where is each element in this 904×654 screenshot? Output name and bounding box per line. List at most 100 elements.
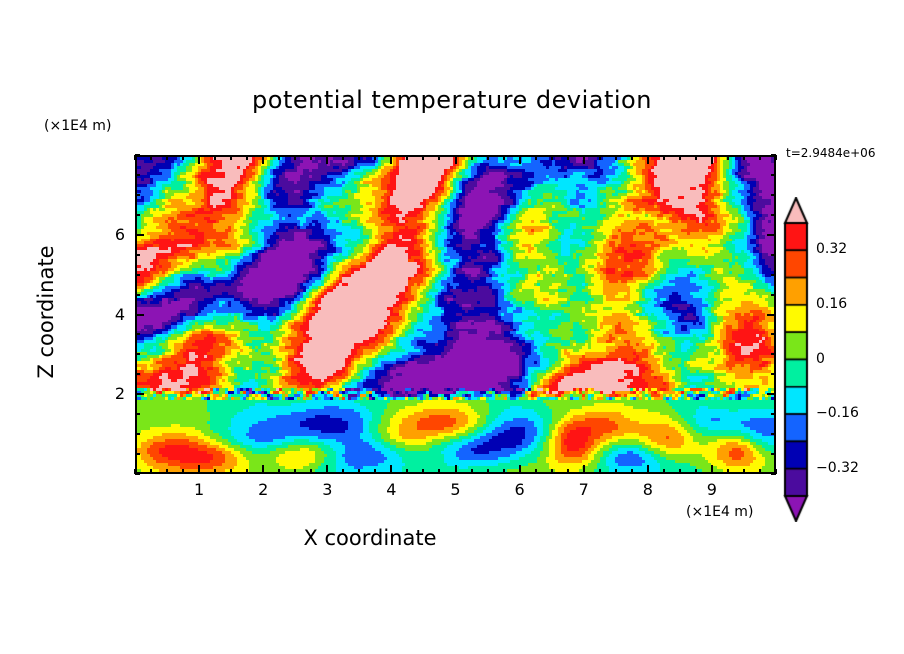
x-tick-top bbox=[230, 155, 233, 160]
x-tick-top bbox=[374, 155, 377, 160]
y-tick bbox=[135, 233, 144, 236]
x-tick bbox=[182, 469, 185, 474]
x-tick-top bbox=[534, 155, 537, 160]
y-tick-right bbox=[771, 473, 776, 475]
y-tick bbox=[135, 193, 140, 196]
x-tick bbox=[262, 465, 265, 474]
x-tick-label: 6 bbox=[514, 480, 525, 499]
x-tick bbox=[566, 469, 569, 474]
y-tick bbox=[135, 293, 140, 296]
x-tick-top bbox=[326, 155, 329, 164]
x-tick bbox=[150, 469, 153, 474]
x-tick-top bbox=[646, 155, 649, 164]
x-tick-top bbox=[726, 155, 729, 160]
x-axis-unit-label: (×1E4 m) bbox=[686, 504, 754, 520]
x-tick-top bbox=[150, 155, 153, 160]
x-tick-top bbox=[550, 155, 553, 160]
colorbar-tick-label: 0 bbox=[816, 350, 825, 367]
x-tick bbox=[134, 469, 136, 474]
x-tick bbox=[166, 469, 169, 474]
x-tick bbox=[374, 469, 377, 474]
x-tick-label: 1 bbox=[194, 480, 205, 499]
x-tick-top bbox=[310, 155, 313, 160]
y-tick-right bbox=[771, 453, 776, 456]
x-tick-top bbox=[758, 155, 761, 160]
x-tick-top bbox=[614, 155, 617, 160]
x-axis-title: X coordinate bbox=[303, 526, 437, 550]
page-title: potential temperature deviation bbox=[252, 86, 652, 114]
y-tick bbox=[135, 353, 140, 356]
y-tick-right bbox=[771, 154, 776, 156]
colorbar-tick-label: 0.32 bbox=[816, 241, 848, 258]
y-tick bbox=[135, 473, 140, 475]
x-tick-top bbox=[662, 155, 665, 160]
x-tick-top bbox=[502, 155, 505, 160]
x-tick-label: 4 bbox=[386, 480, 397, 499]
y-tick bbox=[135, 154, 140, 156]
y-tick bbox=[135, 433, 140, 436]
colorbar-tick-label: −0.16 bbox=[816, 405, 859, 422]
x-tick bbox=[438, 469, 441, 474]
y-tick bbox=[135, 453, 140, 456]
x-tick-top bbox=[198, 155, 201, 164]
x-tick bbox=[342, 469, 345, 474]
y-tick-label: 2 bbox=[114, 384, 125, 404]
x-tick-top bbox=[742, 155, 745, 160]
y-tick bbox=[135, 253, 140, 256]
x-tick bbox=[598, 469, 601, 474]
x-tick bbox=[550, 469, 553, 474]
x-tick bbox=[710, 465, 713, 474]
x-tick bbox=[662, 469, 665, 474]
y-tick-right bbox=[767, 393, 776, 396]
x-tick bbox=[614, 469, 617, 474]
x-tick bbox=[454, 465, 457, 474]
y-tick bbox=[135, 413, 140, 416]
y-tick-right bbox=[771, 413, 776, 416]
x-tick bbox=[582, 465, 585, 474]
y-tick bbox=[135, 313, 144, 316]
colorbar-tick-label: −0.32 bbox=[816, 459, 859, 476]
y-tick-right bbox=[771, 173, 776, 176]
x-tick-top bbox=[566, 155, 569, 160]
x-tick bbox=[198, 465, 201, 474]
x-tick-top bbox=[262, 155, 265, 164]
x-tick-top bbox=[358, 155, 361, 160]
y-axis-unit-label: (×1E4 m) bbox=[44, 118, 112, 134]
y-tick bbox=[135, 173, 140, 176]
x-tick-top bbox=[134, 155, 136, 160]
x-tick bbox=[742, 469, 745, 474]
x-tick-top bbox=[422, 155, 425, 160]
x-tick-label: 5 bbox=[450, 480, 461, 499]
y-tick-right bbox=[771, 193, 776, 196]
x-tick bbox=[534, 469, 537, 474]
x-tick-top bbox=[278, 155, 281, 160]
x-tick bbox=[358, 469, 361, 474]
x-tick-top bbox=[294, 155, 297, 160]
x-tick bbox=[486, 469, 489, 474]
colorbar bbox=[783, 197, 809, 522]
x-tick bbox=[406, 469, 409, 474]
x-tick bbox=[646, 465, 649, 474]
y-tick-label: 4 bbox=[114, 304, 125, 324]
y-tick bbox=[135, 373, 140, 376]
x-tick-label: 2 bbox=[258, 480, 269, 499]
x-tick bbox=[694, 469, 697, 474]
x-tick-top bbox=[390, 155, 393, 164]
x-tick-top bbox=[678, 155, 681, 160]
x-tick bbox=[518, 465, 521, 474]
x-tick-top bbox=[518, 155, 521, 164]
y-tick-right bbox=[771, 293, 776, 296]
y-tick-right bbox=[771, 433, 776, 436]
x-tick-top bbox=[630, 155, 633, 160]
y-tick-right bbox=[771, 273, 776, 276]
y-tick-right bbox=[771, 353, 776, 356]
x-tick-top bbox=[775, 155, 777, 160]
x-tick-label: 9 bbox=[706, 480, 717, 499]
x-tick-top bbox=[406, 155, 409, 160]
y-tick bbox=[135, 333, 140, 336]
colorbar-tick-label: 0.16 bbox=[816, 295, 848, 312]
x-tick-top bbox=[486, 155, 489, 160]
x-tick-label: 8 bbox=[642, 480, 653, 499]
y-tick bbox=[135, 393, 144, 396]
y-tick-right bbox=[767, 233, 776, 236]
